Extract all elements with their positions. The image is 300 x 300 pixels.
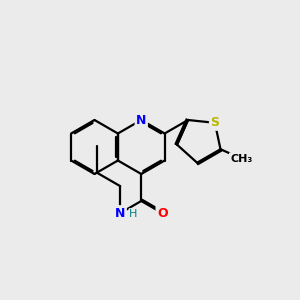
Text: N: N [136, 113, 146, 127]
Text: O: O [157, 207, 168, 220]
Text: CH₃: CH₃ [230, 154, 253, 164]
Text: H: H [129, 209, 138, 219]
Text: N: N [115, 207, 125, 220]
Text: S: S [210, 116, 219, 129]
